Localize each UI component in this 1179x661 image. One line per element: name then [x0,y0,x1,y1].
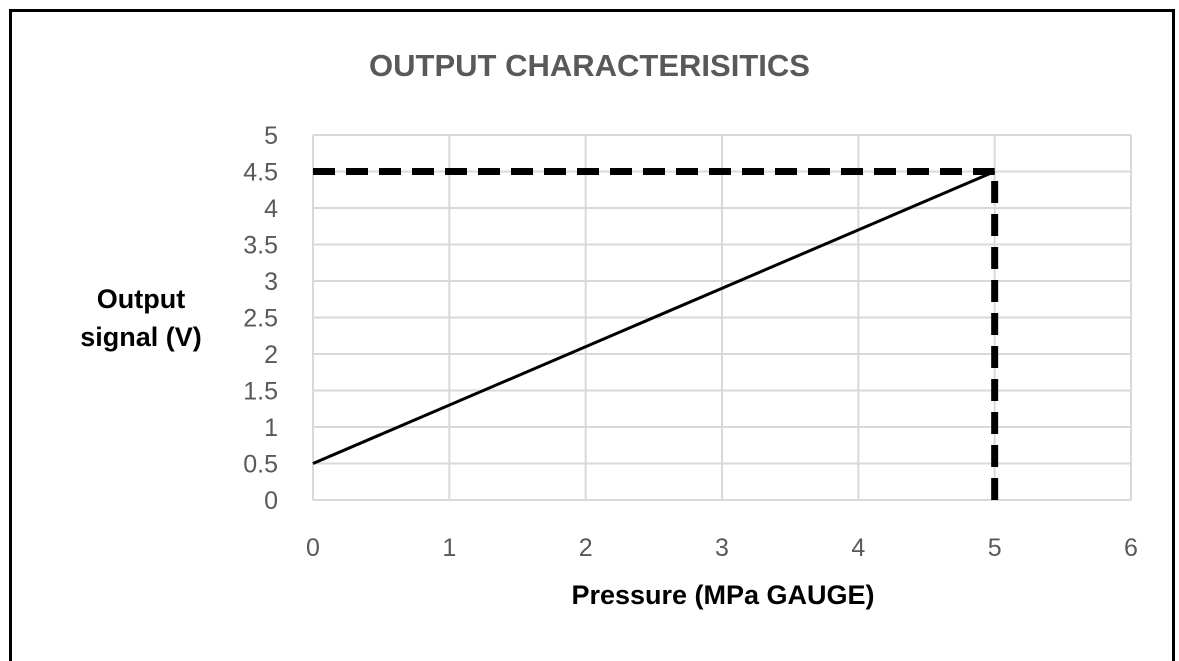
data-series [312,170,996,465]
y-tick-label: 0.5 [243,451,278,479]
gridlines [312,134,1132,501]
x-tick-label: 5 [988,534,1002,562]
y-tick-label: 1.5 [243,378,278,406]
y-axis-label-line-1: Output [96,284,186,314]
x-tick-label: 4 [851,534,865,562]
x-tick-label: 3 [715,534,729,562]
y-tick-label: 2 [264,341,278,369]
y-tick-label: 1 [264,414,278,442]
y-tick-label: 3 [264,268,278,296]
y-tick-label: 5 [264,122,278,150]
series-line [312,170,996,465]
y-tick-label: 3.5 [243,232,278,260]
y-tick-label: 0 [264,487,278,515]
x-tick-labels: 0 1 2 3 4 5 6 [306,534,1138,562]
y-tick-label: 4.5 [243,159,278,187]
x-axis-label: Pressure (MPa GAUGE) [571,580,875,610]
x-tick-label: 6 [1124,534,1138,562]
chart-title: OUTPUT CHARACTERISITICS [369,48,810,83]
y-axis-label: Output signal (V) [56,280,226,356]
x-tick-label: 2 [579,534,593,562]
y-tick-label: 2.5 [243,305,278,333]
x-tick-label: 1 [442,534,456,562]
y-tick-label: 4 [264,195,278,223]
y-tick-labels: 0 0.5 1 1.5 2 2.5 3 3.5 4 4.5 5 [243,122,278,515]
reference-lines [313,168,999,500]
chart-frame [9,9,1175,661]
x-tick-label: 0 [306,534,320,562]
y-axis-label-line-2: signal (V) [80,322,202,352]
